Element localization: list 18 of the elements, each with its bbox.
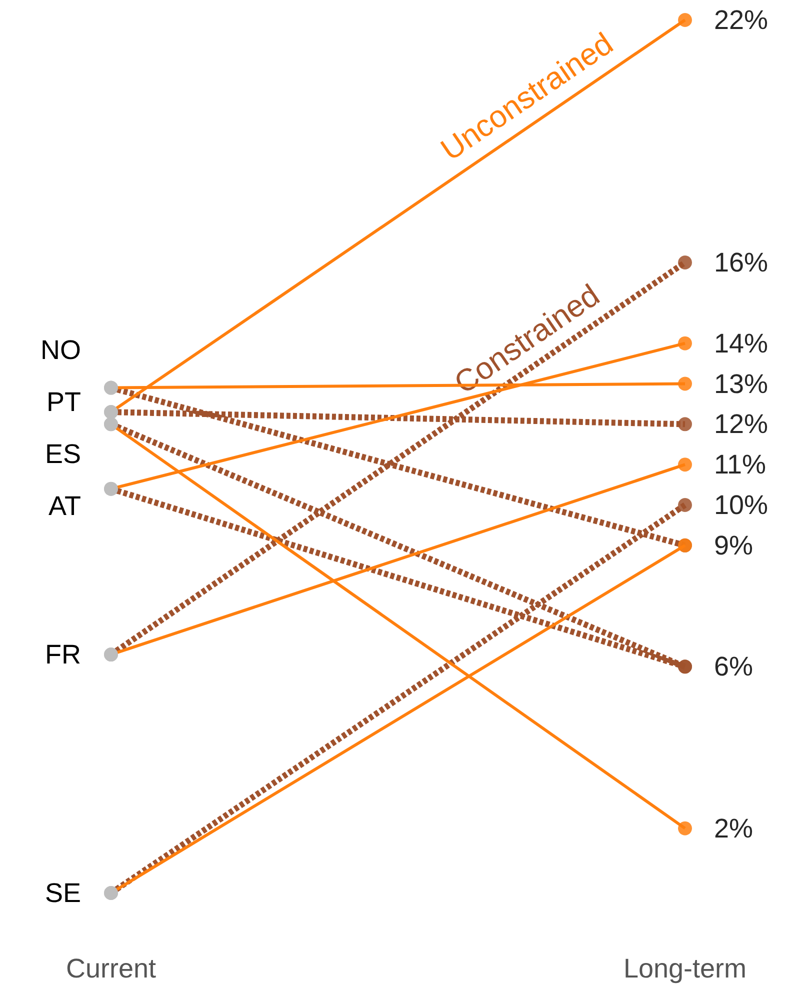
annotation: ES xyxy=(44,439,81,470)
data-label: 11% xyxy=(714,450,766,480)
data-label: 22% xyxy=(714,5,768,35)
data-label: 9% xyxy=(714,530,754,560)
annotation: AT xyxy=(48,491,81,522)
annotation: NO xyxy=(40,335,81,366)
data-label: 14% xyxy=(714,328,768,358)
annotation: SE xyxy=(44,878,81,908)
x-tick-label: Long-term xyxy=(623,954,747,984)
data-label: 6% xyxy=(714,652,754,682)
annotation: PT xyxy=(46,387,81,418)
data-label: 13% xyxy=(714,368,768,399)
data-label: 16% xyxy=(714,248,768,278)
annotation: FR xyxy=(45,640,81,670)
data-label: 12% xyxy=(714,409,768,440)
data-label: 2% xyxy=(714,813,754,844)
x-tick-label: Current xyxy=(66,954,157,984)
data-label: 10% xyxy=(714,490,768,520)
